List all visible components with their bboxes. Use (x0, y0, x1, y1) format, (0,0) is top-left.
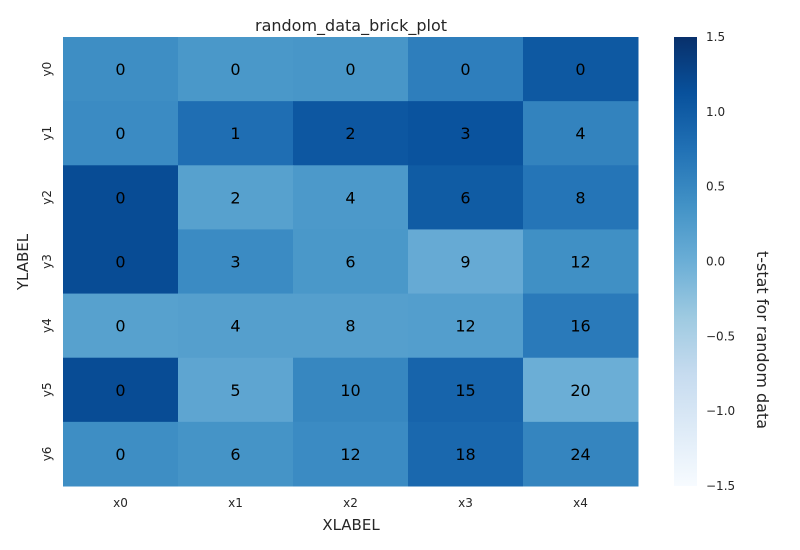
cell-annotation: 9 (460, 253, 470, 272)
cell-annotation: 12 (340, 445, 360, 464)
heatmap-cell (408, 37, 524, 102)
chart-title: random_data_brick_plot (255, 16, 447, 36)
cell-annotation: 12 (455, 317, 475, 336)
heatmap-cell (178, 101, 294, 166)
heatmap-cell (63, 229, 179, 295)
colorbar-tick-label: 0.0 (706, 255, 725, 269)
heatmap-cell (63, 37, 179, 102)
cell-annotation: 6 (345, 253, 355, 272)
cell-annotation: 0 (115, 317, 125, 336)
cell-annotation: 0 (115, 124, 125, 143)
colorbar (674, 37, 697, 486)
heatmap-cell (408, 165, 524, 230)
cell-annotation: 0 (115, 445, 125, 464)
heatmap-cell (293, 165, 409, 230)
cell-annotation: 0 (115, 188, 125, 207)
heatmap-cell (178, 421, 294, 487)
cell-annotation: 0 (115, 381, 125, 400)
cell-annotation: 12 (570, 253, 590, 272)
colorbar-tick-label: −0.5 (706, 329, 735, 343)
x-tick-label: x1 (228, 496, 243, 510)
cell-annotation: 6 (460, 188, 470, 207)
y-tick-labels: y0 y1 y2 y3 y4 y5 y6 (40, 62, 54, 462)
cell-annotation: 8 (345, 317, 355, 336)
cell-annotation: 16 (570, 317, 590, 336)
heatmap-cell (63, 357, 179, 423)
heatmap-cell (178, 357, 294, 423)
heatmap-cell (178, 293, 294, 359)
cell-annotation: 2 (230, 188, 240, 207)
cell-annotation: 3 (460, 124, 470, 143)
cell-annotation: 4 (230, 317, 240, 336)
cell-annotation: 4 (575, 124, 585, 143)
colorbar-tick-label: −1.5 (706, 479, 735, 493)
y-tick-label: y4 (40, 318, 54, 333)
y-axis-label: YLABEL (14, 233, 32, 291)
heatmap-cell (523, 421, 639, 487)
heatmap-cell (63, 293, 179, 359)
heatmap-cell (523, 37, 639, 102)
cell-annotation: 24 (570, 445, 590, 464)
cell-annotation: 0 (230, 60, 240, 79)
x-tick-label: x2 (343, 496, 358, 510)
cell-annotation: 0 (345, 60, 355, 79)
heatmap-cell (408, 357, 524, 423)
heatmap-cell (523, 357, 639, 423)
cell-annotation: 5 (230, 381, 240, 400)
y-tick-label: y6 (40, 447, 54, 462)
x-tick-label: x3 (458, 496, 473, 510)
heatmap-cell (523, 101, 639, 166)
cell-annotation: 0 (460, 60, 470, 79)
cell-annotation: 4 (345, 188, 355, 207)
heatmap-cells: 0 0 0 0 00 1 2 3 40 2 4 6 80 3 6 9 120 4 8 12 160 5 10 15 200 6 12… (63, 37, 639, 487)
heatmap-cell (408, 293, 524, 359)
colorbar-tick-label: 1.0 (706, 105, 725, 119)
y-tick-label: y2 (40, 190, 54, 205)
heatmap-cell (178, 165, 294, 230)
cell-annotation: 18 (455, 445, 475, 464)
heatmap-cell (408, 421, 524, 487)
cell-annotation: 3 (230, 253, 240, 272)
heatmap-cell (293, 229, 409, 295)
heatmap-cell (63, 101, 179, 166)
heatmap-cell (523, 293, 639, 359)
heatmap-cell (63, 165, 179, 230)
heatmap-cell (63, 421, 179, 487)
heatmap-cell (523, 229, 639, 295)
colorbar-tick-label: 1.5 (706, 30, 725, 44)
cell-annotation: 20 (570, 381, 590, 400)
colorbar-ticks: 1.5 1.0 0.5 0.0 −0.5 −1.0 −1.5 (706, 30, 735, 493)
x-tick-label: x4 (573, 496, 588, 510)
cell-annotation: 10 (340, 381, 360, 400)
cell-annotation: 15 (455, 381, 475, 400)
colorbar-tick-label: 0.5 (706, 180, 725, 194)
colorbar-tick-label: −1.0 (706, 404, 735, 418)
cell-annotation: 0 (115, 60, 125, 79)
cell-annotation: 2 (345, 124, 355, 143)
heatmap-cell (178, 229, 294, 295)
cell-annotation: 1 (230, 124, 240, 143)
cell-annotation: 8 (575, 188, 585, 207)
x-tick-labels: x0 x1 x2 x3 x4 (113, 496, 588, 510)
x-tick-label: x0 (113, 496, 128, 510)
cell-annotation: 6 (230, 445, 240, 464)
heatmap-cell (178, 37, 294, 102)
heatmap-cell (293, 421, 409, 487)
heatmap-cell (293, 37, 409, 102)
heatmap-cell (523, 165, 639, 230)
y-tick-label: y1 (40, 126, 54, 141)
y-tick-label: y3 (40, 254, 54, 269)
cell-annotation: 0 (115, 253, 125, 272)
y-tick-label: y5 (40, 382, 54, 397)
y-tick-label: y0 (40, 62, 54, 77)
x-axis-label: XLABEL (322, 516, 380, 534)
heatmap-cell (408, 229, 524, 295)
heatmap-cell (293, 293, 409, 359)
heatmap-cell (293, 357, 409, 423)
colorbar-label: t-stat for random data (753, 251, 772, 429)
heatmap-cell (408, 101, 524, 166)
cell-annotation: 0 (575, 60, 585, 79)
heatmap-cell (293, 101, 409, 166)
